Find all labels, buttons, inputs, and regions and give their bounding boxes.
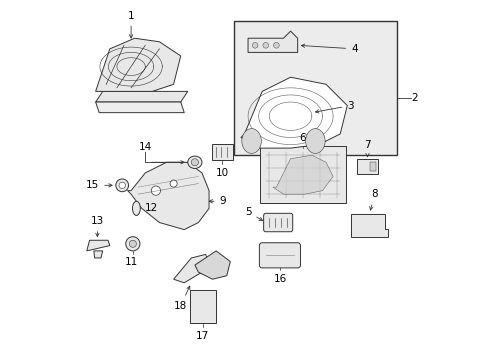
- FancyBboxPatch shape: [259, 243, 300, 268]
- Polygon shape: [86, 240, 110, 251]
- Circle shape: [263, 42, 268, 48]
- Text: 9: 9: [209, 196, 226, 206]
- FancyBboxPatch shape: [356, 159, 378, 174]
- Text: 15: 15: [86, 180, 112, 190]
- Text: 2: 2: [410, 94, 417, 103]
- Ellipse shape: [242, 129, 261, 153]
- Polygon shape: [173, 255, 209, 283]
- FancyBboxPatch shape: [189, 290, 215, 323]
- Bar: [369, 162, 375, 171]
- Text: 3: 3: [315, 100, 353, 113]
- Text: 11: 11: [124, 257, 138, 267]
- Ellipse shape: [187, 156, 202, 168]
- Circle shape: [252, 42, 258, 48]
- Text: 6: 6: [299, 133, 305, 143]
- Text: 7: 7: [364, 140, 370, 157]
- FancyBboxPatch shape: [260, 146, 345, 203]
- Text: 18: 18: [174, 286, 189, 311]
- Text: 1: 1: [127, 10, 134, 38]
- Circle shape: [119, 182, 125, 189]
- Polygon shape: [96, 38, 181, 91]
- Polygon shape: [247, 31, 297, 53]
- Circle shape: [151, 186, 160, 195]
- Polygon shape: [94, 251, 102, 258]
- Text: 5: 5: [244, 207, 262, 221]
- Circle shape: [170, 180, 177, 187]
- Text: 16: 16: [273, 274, 286, 284]
- Polygon shape: [241, 77, 346, 148]
- Text: 12: 12: [145, 203, 158, 213]
- Polygon shape: [127, 162, 209, 230]
- Polygon shape: [96, 102, 184, 113]
- Text: 13: 13: [91, 216, 104, 237]
- Polygon shape: [195, 251, 230, 279]
- Circle shape: [125, 237, 140, 251]
- Circle shape: [273, 42, 279, 48]
- Text: 14: 14: [138, 141, 152, 152]
- FancyBboxPatch shape: [211, 144, 233, 160]
- Text: 10: 10: [215, 168, 228, 177]
- FancyBboxPatch shape: [263, 213, 292, 232]
- Polygon shape: [96, 91, 187, 102]
- Circle shape: [116, 179, 128, 192]
- Text: 4: 4: [301, 44, 357, 54]
- Ellipse shape: [132, 201, 140, 215]
- Circle shape: [191, 159, 198, 166]
- Text: 8: 8: [369, 189, 377, 210]
- Ellipse shape: [305, 129, 325, 153]
- Polygon shape: [350, 214, 387, 237]
- Circle shape: [129, 240, 136, 247]
- Text: 17: 17: [196, 330, 209, 341]
- Polygon shape: [272, 155, 332, 194]
- Bar: [233, 21, 396, 155]
